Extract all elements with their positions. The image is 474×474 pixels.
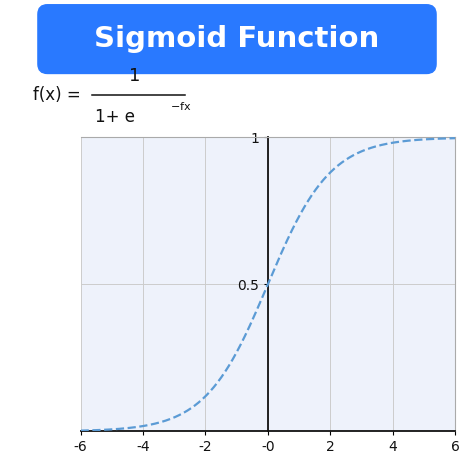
FancyBboxPatch shape <box>38 5 436 73</box>
Text: f(x) =: f(x) = <box>33 86 86 104</box>
Text: 1+ e: 1+ e <box>95 108 135 126</box>
Text: Sigmoid Function: Sigmoid Function <box>94 25 380 53</box>
Text: 1: 1 <box>129 67 141 85</box>
Text: $\mathregular{-fx}$: $\mathregular{-fx}$ <box>170 100 191 111</box>
